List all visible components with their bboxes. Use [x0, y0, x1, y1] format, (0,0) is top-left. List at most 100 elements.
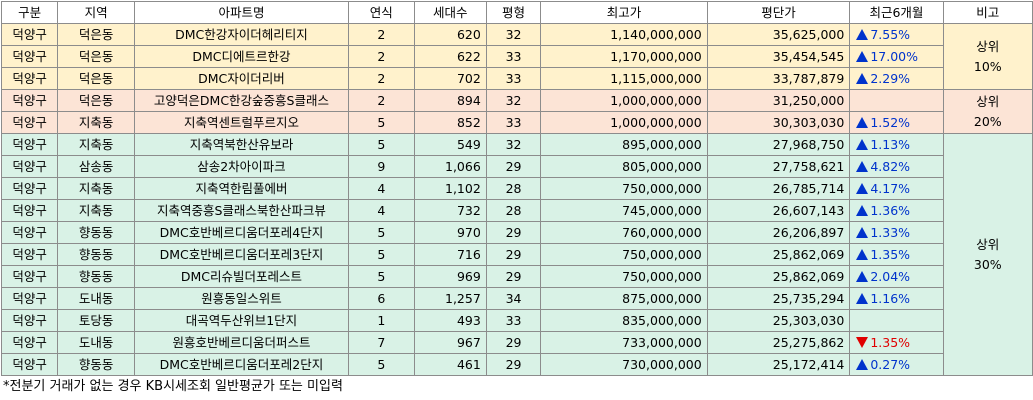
units-cell: 493 — [413, 309, 487, 332]
price-per-pyeong-cell: 25,172,414 — [706, 353, 851, 376]
header-cell-apartment: 아파트명 — [133, 1, 349, 24]
age-cell: 2 — [347, 45, 415, 68]
region-cell: 지축동 — [57, 133, 135, 156]
region-cell: 향동동 — [57, 353, 135, 376]
price-per-pyeong-cell: 27,968,750 — [706, 133, 851, 156]
gu-cell: 덕양구 — [0, 45, 59, 68]
region-cell: 향동동 — [57, 243, 135, 266]
gu-cell: 덕양구 — [0, 353, 59, 376]
gu-cell: 덕양구 — [0, 243, 59, 266]
apartment-name-cell: 고양덕은DMC한강숲중흥S클래스 — [133, 89, 349, 112]
region-cell: 삼송동 — [57, 155, 135, 178]
recent-6m-change-cell: 1.16% — [849, 287, 944, 310]
table-row: 덕양구 덕은동 DMC자이더리버 2 702 33 1,115,000,000 33,787,… — [0, 67, 1033, 90]
triangle-up-icon — [856, 117, 869, 128]
change-percent: 1.16% — [870, 291, 911, 306]
units-cell: 852 — [413, 111, 487, 134]
price-per-pyeong-cell: 30,303,030 — [706, 111, 851, 134]
price-per-pyeong-cell: 27,758,621 — [706, 155, 851, 178]
region-cell: 향동동 — [57, 221, 135, 244]
apartment-name-cell: 원흥동일스위트 — [133, 287, 349, 310]
size-cell: 29 — [485, 265, 542, 288]
triangle-up-icon — [856, 73, 869, 84]
change-percent: 7.55% — [870, 27, 911, 42]
size-cell: 29 — [485, 221, 542, 244]
triangle-up-icon — [856, 51, 869, 62]
recent-6m-change-cell: 4.82% — [849, 155, 944, 178]
age-cell: 2 — [347, 23, 415, 46]
age-cell: 2 — [347, 89, 415, 112]
max-price-cell: 1,140,000,000 — [540, 23, 708, 46]
recent-6m-change-cell: 2.04% — [849, 265, 944, 288]
units-cell: 1,257 — [413, 287, 487, 310]
apartment-name-cell: DMC디에트르한강 — [133, 45, 349, 68]
triangle-up-icon — [856, 139, 869, 150]
price-per-pyeong-cell: 25,735,294 — [706, 287, 851, 310]
max-price-cell: 760,000,000 — [540, 221, 708, 244]
age-cell: 1 — [347, 309, 415, 332]
max-price-cell: 750,000,000 — [540, 243, 708, 266]
note-cell: 상위 10% — [942, 23, 1033, 90]
size-cell: 29 — [485, 353, 542, 376]
table-row: 덕양구 지축동 지축역센트럴푸르지오 5 852 33 1,000,000,000 30,30… — [0, 111, 1033, 134]
size-cell: 33 — [485, 45, 542, 68]
change-percent: 0.27% — [870, 357, 911, 372]
size-cell: 34 — [485, 287, 542, 310]
units-cell: 549 — [413, 133, 487, 156]
triangle-up-icon — [856, 227, 869, 238]
max-price-cell: 750,000,000 — [540, 177, 708, 200]
units-cell: 702 — [413, 67, 487, 90]
max-price-cell: 835,000,000 — [540, 309, 708, 332]
apartment-name-cell: 삼송2차아이파크 — [133, 155, 349, 178]
gu-cell: 덕양구 — [0, 89, 59, 112]
change-percent: 4.17% — [870, 181, 911, 196]
apartment-name-cell: 지축역한림풀에버 — [133, 177, 349, 200]
units-cell: 969 — [413, 265, 487, 288]
apartment-price-table-wrapper: 구분 지역 아파트명 연식 세대수 평형 최고가 평단가 최근6개월 비고 덕양… — [0, 1, 1033, 376]
triangle-up-icon — [856, 183, 869, 194]
region-cell: 도내동 — [57, 331, 135, 354]
table-row: 덕양구 향동동 DMC호반베르디움더포레4단지 5 970 29 760,000,000 26… — [0, 221, 1033, 244]
max-price-cell: 733,000,000 — [540, 331, 708, 354]
change-percent: 17.00% — [870, 49, 919, 64]
apartment-name-cell: 원흥호반베르디움더퍼스트 — [133, 331, 349, 354]
gu-cell: 덕양구 — [0, 199, 59, 222]
max-price-cell: 805,000,000 — [540, 155, 708, 178]
change-percent: 1.35% — [870, 335, 911, 350]
region-cell: 지축동 — [57, 111, 135, 134]
age-cell: 5 — [347, 353, 415, 376]
header-cell-recent-6m: 최근6개월 — [849, 1, 944, 24]
size-cell: 33 — [485, 309, 542, 332]
max-price-cell: 1,000,000,000 — [540, 89, 708, 112]
size-cell: 33 — [485, 67, 542, 90]
recent-6m-change-cell: 1.35% — [849, 243, 944, 266]
units-cell: 620 — [413, 23, 487, 46]
note-line-2: 10% — [973, 58, 1002, 74]
apartment-name-cell: 지축역센트럴푸르지오 — [133, 111, 349, 134]
note-cell: 상위 20% — [942, 89, 1033, 134]
table-row: 덕양구 덕은동 고양덕은DMC한강숲중흥S클래스 2 894 32 1,000,000,00… — [0, 89, 1033, 134]
triangle-down-icon — [856, 337, 869, 348]
size-cell: 32 — [485, 23, 542, 46]
price-per-pyeong-cell: 31,250,000 — [706, 89, 851, 112]
size-cell: 28 — [485, 199, 542, 222]
units-cell: 894 — [413, 89, 487, 112]
age-cell: 6 — [347, 287, 415, 310]
recent-6m-change-cell: 1.13% — [849, 133, 944, 156]
header-cell-gu: 구분 — [0, 1, 59, 24]
size-cell: 29 — [485, 331, 542, 354]
apartment-name-cell: DMC호반베르디움더포레2단지 — [133, 353, 349, 376]
recent-6m-change-cell: 7.55% — [849, 23, 944, 46]
change-percent: 4.82% — [870, 159, 911, 174]
apartment-name-cell: DMC리슈빌더포레스트 — [133, 265, 349, 288]
header-cell-price-per-pyeong: 평단가 — [706, 1, 851, 24]
units-cell: 461 — [413, 353, 487, 376]
apartment-name-cell: DMC자이더리버 — [133, 67, 349, 90]
age-cell: 5 — [347, 221, 415, 244]
size-cell: 29 — [485, 155, 542, 178]
note-line-1: 상위 — [976, 38, 1000, 54]
table-row: 덕양구 도내동 원흥동일스위트 6 1,257 34 875,000,000 25,735,2… — [0, 287, 1033, 310]
recent-6m-change-cell: 1.36% — [849, 199, 944, 222]
size-cell: 32 — [485, 89, 542, 112]
region-cell: 향동동 — [57, 265, 135, 288]
